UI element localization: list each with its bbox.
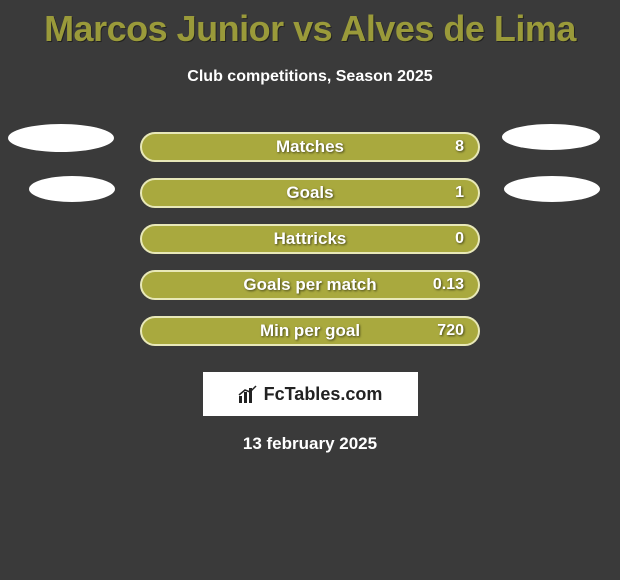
- logo-text: FcTables.com: [264, 384, 383, 405]
- stat-value: 1: [455, 184, 464, 202]
- stat-value: 8: [455, 138, 464, 156]
- stat-row: Goals 1: [0, 170, 620, 216]
- stat-value: 0: [455, 230, 464, 248]
- stat-bar-goals-per-match: Goals per match 0.13: [140, 270, 480, 300]
- stat-label: Min per goal: [260, 321, 360, 341]
- logo-box: FcTables.com: [203, 372, 418, 416]
- bar-chart-icon: [238, 384, 258, 404]
- stat-label: Goals per match: [243, 275, 376, 295]
- stat-bar-min-per-goal: Min per goal 720: [140, 316, 480, 346]
- stat-bar-goals: Goals 1: [140, 178, 480, 208]
- page-subtitle: Club competitions, Season 2025: [0, 68, 620, 86]
- footer-date: 13 february 2025: [0, 434, 620, 454]
- stats-container: Matches 8 Goals 1 Hattricks 0 Goals per …: [0, 124, 620, 354]
- stat-label: Goals: [286, 183, 333, 203]
- stat-row: Min per goal 720: [0, 308, 620, 354]
- stat-bar-hattricks: Hattricks 0: [140, 224, 480, 254]
- stat-value: 720: [437, 322, 464, 340]
- stat-bar-matches: Matches 8: [140, 132, 480, 162]
- stat-row: Hattricks 0: [0, 216, 620, 262]
- page-title: Marcos Junior vs Alves de Lima: [0, 0, 620, 50]
- stat-row: Matches 8: [0, 124, 620, 170]
- stat-row: Goals per match 0.13: [0, 262, 620, 308]
- stat-value: 0.13: [433, 276, 464, 294]
- stat-label: Hattricks: [274, 229, 347, 249]
- stat-label: Matches: [276, 137, 344, 157]
